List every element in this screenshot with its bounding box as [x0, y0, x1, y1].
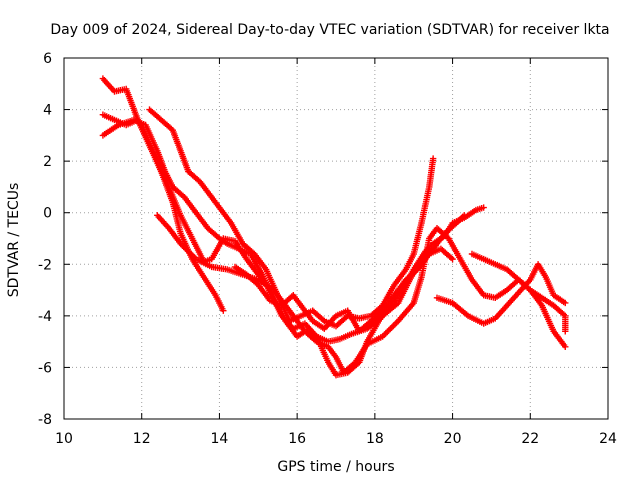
series-track-3: [99, 116, 569, 376]
y-tick-label: -6: [38, 360, 52, 376]
y-tick-label: -8: [38, 412, 52, 428]
x-tick-label: 18: [366, 431, 384, 447]
y-tick-label: 4: [43, 103, 52, 119]
data-point-marker: [562, 328, 569, 335]
y-tick-label: -2: [38, 257, 52, 273]
grid-layer: [64, 58, 608, 419]
data-point-marker: [449, 255, 456, 263]
y-tick-label: 2: [43, 154, 52, 170]
x-tick-label: 22: [521, 431, 539, 447]
y-axis-label: SDTVAR / TECUs: [6, 183, 22, 298]
data-point-marker: [480, 204, 487, 211]
data-point-marker: [562, 299, 569, 307]
series-track-5: [146, 106, 437, 330]
series-line: [102, 119, 566, 374]
data-point-marker: [562, 343, 569, 350]
x-tick-label: 10: [55, 431, 73, 447]
x-tick-label: 24: [599, 431, 617, 447]
plot-frame: [63, 57, 609, 420]
x-tick-label: 16: [288, 431, 306, 447]
series-track-6: [231, 245, 456, 335]
data-point-marker: [319, 316, 327, 323]
x-tick-label: 12: [133, 431, 151, 447]
data-point-marker: [429, 155, 437, 162]
series-track-7: [433, 261, 569, 327]
y-tick-label: 6: [43, 51, 52, 67]
x-tick-label: 20: [444, 431, 462, 447]
data-point-marker: [461, 212, 468, 219]
y-tick-label: -4: [38, 309, 52, 325]
data-layer: [99, 75, 569, 379]
x-tick-label: 14: [211, 431, 229, 447]
x-axis-label: GPS time / hours: [277, 459, 394, 475]
data-point-marker: [220, 307, 227, 314]
series-track-8: [468, 250, 569, 335]
chart-title: Day 009 of 2024, Sidereal Day-to-day VTE…: [50, 22, 609, 38]
y-tick-label: 0: [43, 206, 52, 222]
